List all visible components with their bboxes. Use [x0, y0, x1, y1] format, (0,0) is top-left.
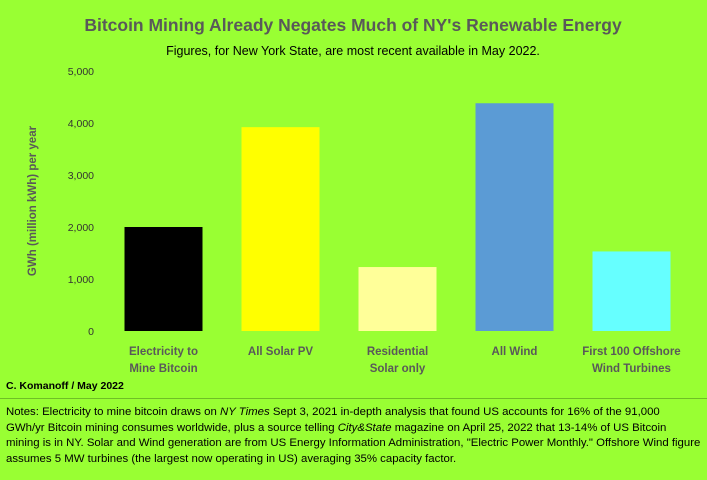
bar	[592, 251, 671, 331]
y-axis-label: GWh (million kWh) per year	[27, 125, 39, 276]
bar	[358, 267, 437, 331]
notes-text: Notes: Electricity to mine bitcoin draws…	[6, 405, 701, 467]
notes-nyt: NY Times	[219, 406, 270, 418]
x-category-label: All Wind	[492, 346, 538, 358]
y-tick-label: 1,000	[68, 274, 94, 286]
bar	[124, 227, 203, 331]
notes-part-3: magazine on April 25, 2022 that 13-14% o…	[6, 421, 701, 465]
notes-part-1: Notes: Electricity to mine bitcoin draws…	[6, 406, 220, 418]
notes-citystate: City&State	[337, 421, 392, 434]
bar	[475, 103, 554, 332]
x-category-label: First 100 Offshore Wind Turbines	[582, 346, 680, 375]
x-category-label: Electricity to Mine Bitcoin	[129, 346, 198, 375]
bar-chart: Bitcoin Mining Already Negates Much of N…	[6, 15, 681, 392]
y-tick-label: 0	[88, 326, 94, 338]
y-tick-label: 5,000	[68, 66, 94, 78]
x-category-label: Residential Solar only	[367, 346, 428, 375]
x-category-label: All Solar PV	[248, 346, 314, 358]
chart-area: Bitcoin Mining Already Negates Much of N…	[6, 15, 681, 392]
y-tick-label: 3,000	[68, 170, 94, 182]
chart-title: Bitcoin Mining Already Negates Much of N…	[84, 15, 622, 35]
bar	[241, 127, 320, 331]
y-tick-label: 2,000	[68, 222, 94, 234]
credit-text: C. Komanoff / May 2022	[6, 380, 124, 392]
chart-subtitle: Figures, for New York State, are most re…	[166, 44, 540, 58]
notes-part-2: Sept 3, 2021 in-depth analysis that foun…	[6, 406, 660, 434]
notes-box: Notes: Electricity to mine bitcoin draws…	[0, 398, 707, 480]
y-tick-label: 4,000	[68, 118, 94, 130]
